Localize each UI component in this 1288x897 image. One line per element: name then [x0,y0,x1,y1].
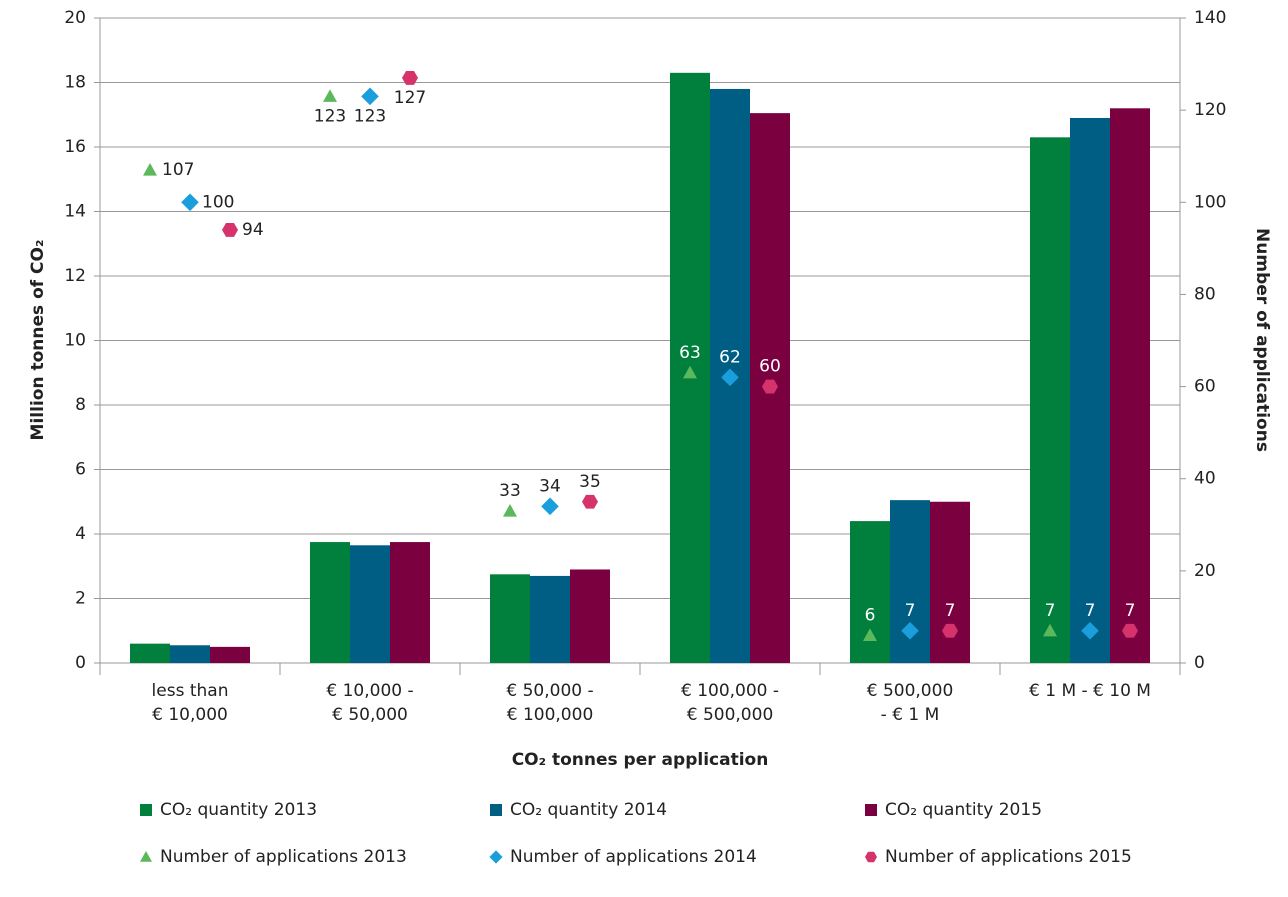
y-tick-label: 4 [75,524,86,544]
data-label: 34 [539,476,561,496]
x-tick-label: € 50,000 - [506,681,593,701]
data-label: 7 [1045,601,1056,621]
y-tick-label: 16 [64,137,86,157]
bar [490,574,530,663]
y-tick-label: 18 [64,73,86,93]
legend-label: CO₂ quantity 2015 [885,800,1042,820]
bar [1110,108,1150,664]
bar [390,542,430,663]
y-tick-label: 14 [64,202,86,222]
marker [1081,621,1099,640]
x-axis-title: CO₂ tonnes per application [512,750,769,770]
y2-tick-label: 80 [1194,284,1216,304]
marker [863,628,877,641]
y2-axis-title: Number of applications [1252,228,1272,452]
bar [570,569,610,663]
data-label: 6 [865,605,876,625]
data-label: 35 [579,472,601,492]
marker [222,223,238,237]
data-label: 123 [354,106,386,126]
bar [350,545,390,663]
marker [901,621,919,640]
marker [181,193,199,212]
x-tick-label: - € 1 M [881,705,940,725]
legend-label: Number of applications 2013 [160,847,407,867]
y-tick-label: 20 [64,8,86,28]
x-tick-label: € 1 M - € 10 M [1029,681,1151,701]
y2-tick-label: 60 [1194,377,1216,397]
marker [143,163,157,176]
data-label: 7 [905,601,916,621]
x-tick-label: € 500,000 [687,705,774,725]
data-label: 7 [1085,601,1096,621]
bar [130,643,170,663]
legend-marker [140,851,152,862]
data-label: 33 [499,481,521,501]
data-label: 100 [202,192,234,212]
y2-tick-label: 20 [1194,561,1216,581]
data-label: 60 [759,357,781,377]
data-label: 107 [162,160,194,180]
marker [582,494,598,509]
data-label: 94 [242,220,264,240]
marker [683,365,697,379]
y2-tick-label: 40 [1194,469,1216,489]
marker [361,87,379,106]
legend-label: Number of applications 2015 [885,847,1132,867]
x-tick-label: less than [152,681,229,701]
marker [323,89,337,102]
data-label: 127 [394,88,426,108]
y-tick-label: 10 [64,331,86,351]
data-label: 7 [1125,601,1136,621]
bar [310,542,350,663]
marker [1043,623,1057,637]
x-tick-label: € 100,000 - [681,681,779,701]
marker [721,368,739,387]
data-label: 62 [719,347,741,367]
legend-swatch [490,804,502,816]
marker [541,497,559,516]
bar [930,501,970,663]
y2-tick-label: 100 [1194,192,1226,212]
x-tick-label: € 50,000 [332,705,408,725]
legend-marker [865,851,877,863]
x-tick-label: € 10,000 [152,705,228,725]
x-tick-label: € 500,000 [867,681,954,701]
marker [402,70,418,85]
y-tick-label: 8 [75,395,86,415]
marker [762,379,778,394]
x-tick-label: € 100,000 [507,705,594,725]
marker [942,623,958,638]
marker [503,503,517,517]
bar [850,521,890,663]
data-label: 123 [314,106,346,126]
legend-label: CO₂ quantity 2014 [510,800,667,820]
x-tick-label: € 10,000 - [326,681,413,701]
legend-swatch [865,804,877,816]
legend-swatch [140,804,152,816]
legend-marker [489,850,503,864]
y-tick-label: 12 [64,266,86,286]
y-tick-label: 2 [75,589,86,609]
bar [1030,137,1070,663]
y2-tick-label: 140 [1194,8,1226,28]
y2-tick-label: 0 [1194,653,1205,673]
bar [1070,117,1110,664]
y2-tick-label: 120 [1194,100,1226,120]
marker [1122,623,1138,638]
y-tick-label: 6 [75,460,86,480]
y-tick-label: 0 [75,653,86,673]
legend-label: Number of applications 2014 [510,847,757,867]
legend-label: CO₂ quantity 2013 [160,800,317,820]
data-label: 63 [679,343,701,363]
bar [170,645,210,663]
y-axis-title: Million tonnes of CO₂ [28,240,48,441]
bar [530,575,570,663]
bar [210,646,250,663]
data-label: 7 [945,601,956,621]
